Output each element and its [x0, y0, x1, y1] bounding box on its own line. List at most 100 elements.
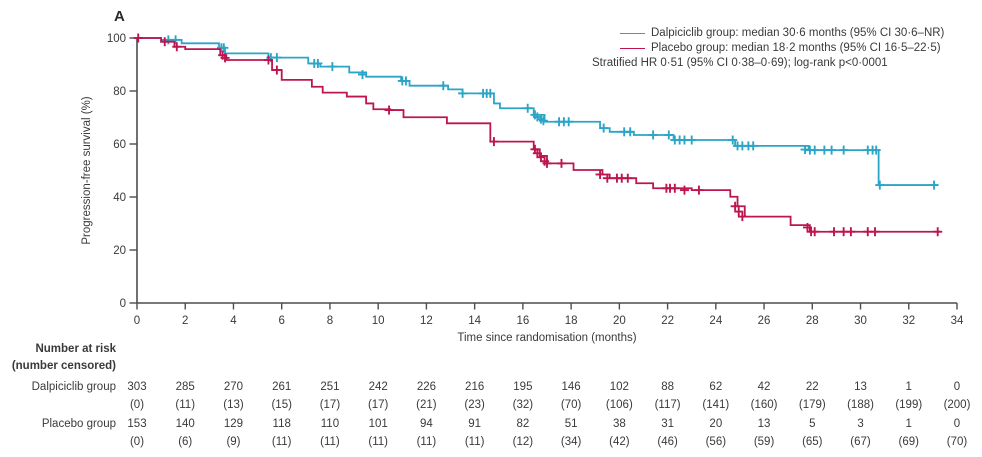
dalpiciclib-at-risk-cell: 146: [562, 381, 581, 393]
y-tick-label: 0: [120, 298, 126, 310]
dalpiciclib-at-risk-cell: 0: [954, 381, 960, 393]
y-tick-label: 60: [113, 139, 126, 151]
x-tick-label: 6: [279, 315, 285, 327]
risk-table-cells: 303 285 270 261 251 242 226 216 195 146 102 88 62 42 2…: [127, 381, 970, 448]
x-tick-label: 18: [565, 315, 578, 327]
placebo-censored-cell: (11): [272, 436, 292, 448]
dalpiciclib-censored-cell: (0): [130, 399, 144, 411]
dalpiciclib-censored-cell: (15): [271, 399, 292, 411]
y-tick-label: 20: [113, 245, 126, 257]
placebo-censored-cell: (67): [850, 436, 871, 448]
placebo-group-curve: [133, 33, 943, 237]
y-axis-title: Progression-free survival (%): [81, 96, 93, 244]
dalpiciclib-censored-cell: (70): [561, 399, 582, 411]
placebo-censored-cell: (59): [754, 436, 775, 448]
dalpiciclib-at-risk-cell: 261: [272, 381, 291, 393]
y-tick-label: 40: [113, 192, 126, 204]
x-tick-label: 10: [372, 315, 385, 327]
placebo-censored-cell: (11): [417, 436, 437, 448]
risk-row-label-placebo: Placebo group: [42, 418, 116, 430]
placebo-censored-cell: (56): [706, 436, 727, 448]
placebo-censored-cell: (11): [368, 436, 388, 448]
dalpiciclib-censored-cell: (199): [895, 399, 922, 411]
dalpiciclib-censored-cell: (23): [464, 399, 485, 411]
dalpiciclib-at-risk-cell: 13: [854, 381, 867, 393]
placebo-censored-cell: (46): [657, 436, 678, 448]
dalpiciclib-at-risk-cell: 22: [806, 381, 819, 393]
placebo-at-risk-cell: 153: [127, 418, 146, 430]
dalpiciclib-censored-cell: (17): [368, 399, 389, 411]
placebo-censored-cell: (9): [226, 436, 240, 448]
dalpiciclib-at-risk-cell: 242: [369, 381, 388, 393]
placebo-censored-cell: (65): [802, 436, 823, 448]
placebo-censored-cell: (0): [130, 436, 144, 448]
number-at-risk-table: Number at risk (number censored) Dalpici…: [12, 343, 971, 448]
placebo-censored-cell: (69): [899, 436, 920, 448]
dalpiciclib-at-risk-cell: 303: [127, 381, 146, 393]
dalpiciclib-censored-cell: (106): [606, 399, 633, 411]
placebo-line-swatch: [620, 48, 645, 49]
placebo-at-risk-cell: 110: [321, 418, 339, 430]
y-tick-label: 80: [113, 86, 126, 98]
placebo-censored-cell: (11): [465, 436, 485, 448]
y-tick-label: 100: [107, 33, 126, 45]
x-axis-title: Time since randomisation (months): [457, 332, 636, 344]
placebo-at-risk-cell: 94: [420, 418, 433, 430]
panel-label: A: [114, 8, 125, 25]
dalpiciclib-censored-cell: (21): [416, 399, 437, 411]
legend-placebo-label: Placebo group: median 18·2 months (95% C…: [651, 42, 941, 54]
stratified-note-text: Stratified HR 0·51 (95% CI 0·38–0·69); l…: [592, 57, 888, 69]
dalpiciclib-line-swatch: [620, 33, 645, 34]
x-tick-label: 20: [613, 315, 626, 327]
placebo-at-risk-cell: 51: [565, 418, 578, 430]
x-tick-label: 22: [661, 315, 674, 327]
placebo-at-risk-cell: 91: [468, 418, 481, 430]
placebo-at-risk-cell: 13: [758, 418, 771, 430]
legend-entry-placebo: Placebo group: median 18·2 months (95% C…: [620, 42, 941, 55]
dalpiciclib-at-risk-cell: 42: [758, 381, 771, 393]
dalpiciclib-group-curve: [137, 35, 939, 190]
x-tick-label: 4: [230, 315, 237, 327]
risk-row-label-dalpiciclib: Dalpiciclib group: [32, 381, 116, 393]
x-tick-label: 34: [951, 315, 964, 327]
x-tick-label: 14: [468, 315, 481, 327]
x-tick-label: 16: [516, 315, 529, 327]
dalpiciclib-at-risk-cell: 216: [465, 381, 484, 393]
placebo-at-risk-cell: 20: [709, 418, 722, 430]
x-tick-label: 32: [902, 315, 915, 327]
dalpiciclib-censored-cell: (200): [944, 399, 971, 411]
x-tick-label: 0: [134, 315, 140, 327]
x-tick-label: 2: [182, 315, 188, 327]
placebo-censored-cell: (6): [178, 436, 192, 448]
placebo-at-risk-cell: 129: [224, 418, 243, 430]
dalpiciclib-censored-cell: (179): [799, 399, 826, 411]
placebo-at-risk-cell: 3: [857, 418, 863, 430]
dalpiciclib-censored-cell: (32): [513, 399, 534, 411]
placebo-at-risk-cell: 31: [661, 418, 674, 430]
placebo-at-risk-cell: 82: [516, 418, 529, 430]
dalpiciclib-at-risk-cell: 1: [906, 381, 912, 393]
placebo-at-risk-cell: 118: [273, 418, 291, 430]
x-tick-label: 8: [327, 315, 333, 327]
x-tick-label: 30: [854, 315, 867, 327]
dalpiciclib-censored-cell: (17): [320, 399, 341, 411]
survival-step-path: [137, 37, 941, 233]
dalpiciclib-at-risk-cell: 88: [661, 381, 674, 393]
placebo-at-risk-cell: 1: [906, 418, 912, 430]
dalpiciclib-at-risk-cell: 195: [513, 381, 532, 393]
placebo-at-risk-cell: 5: [809, 418, 815, 430]
x-tick-label: 26: [758, 315, 771, 327]
dalpiciclib-at-risk-cell: 226: [417, 381, 436, 393]
dalpiciclib-censored-cell: (117): [655, 399, 681, 411]
risk-table-header-2: (number censored): [12, 360, 116, 372]
placebo-censored-cell: (12): [513, 436, 534, 448]
legend-stratified-note: Stratified HR 0·51 (95% CI 0·38–0·69); l…: [592, 57, 888, 70]
legend-dalpiciclib-label: Dalpiciclib group: median 30·6 months (9…: [651, 27, 945, 39]
x-tick-label: 12: [420, 315, 433, 327]
dalpiciclib-at-risk-cell: 251: [320, 381, 339, 393]
x-tick-label: 28: [806, 315, 819, 327]
dalpiciclib-censored-cell: (141): [702, 399, 729, 411]
